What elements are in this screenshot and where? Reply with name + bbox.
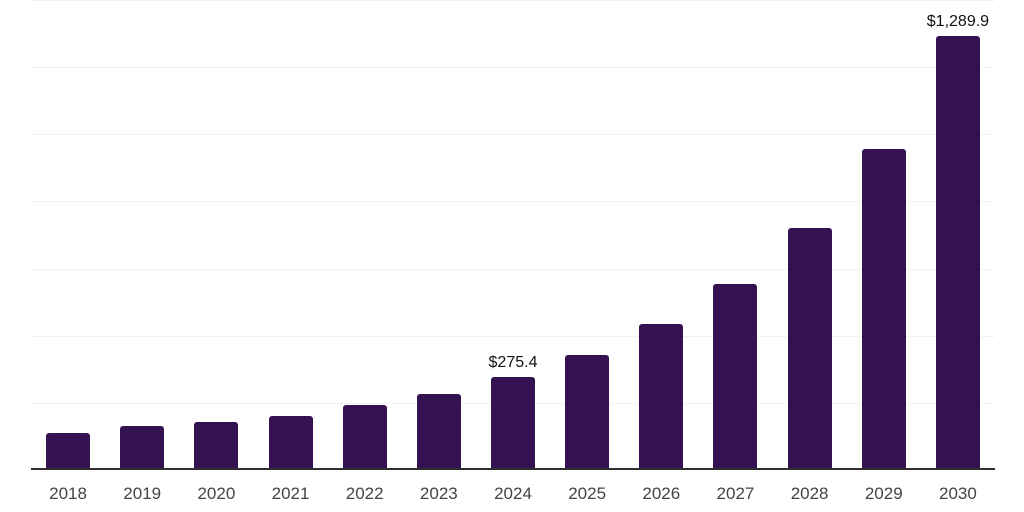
x-tick-label-2030: 2030 bbox=[939, 484, 977, 503]
gridline-1200 bbox=[31, 67, 995, 69]
x-tick-label-2021: 2021 bbox=[271, 484, 310, 503]
bar-2028 bbox=[787, 227, 832, 469]
x-tick-label-2029: 2029 bbox=[864, 484, 903, 503]
bar-value-label-2030: $1,289.9 bbox=[926, 12, 990, 30]
x-axis-line bbox=[31, 468, 995, 470]
bar-2018 bbox=[46, 433, 91, 469]
bar-2029 bbox=[861, 149, 906, 469]
plot-area: $275.4 $1,289.9 bbox=[31, 0, 995, 470]
x-tick-label-2023: 2023 bbox=[419, 484, 458, 503]
gridline-1400 bbox=[31, 0, 995, 1]
bar-2027 bbox=[713, 284, 758, 469]
bar-2024 bbox=[491, 376, 535, 469]
x-tick-label-2028: 2028 bbox=[790, 484, 829, 503]
bar-value-label-2024: $275.4 bbox=[488, 353, 538, 371]
gridline-800 bbox=[31, 201, 995, 203]
x-tick-label-2018: 2018 bbox=[49, 484, 87, 503]
bar-2019 bbox=[120, 426, 165, 469]
x-tick-label-2020: 2020 bbox=[197, 484, 236, 503]
bar-2020 bbox=[194, 422, 239, 469]
bar-2025 bbox=[565, 354, 610, 469]
gridline-600 bbox=[31, 268, 995, 270]
bar-2026 bbox=[639, 323, 684, 469]
bar-2021 bbox=[268, 415, 313, 469]
bar-2022 bbox=[342, 404, 387, 469]
gridline-1000 bbox=[31, 134, 995, 136]
x-tick-label-2024: 2024 bbox=[494, 484, 532, 503]
x-tick-label-2026: 2026 bbox=[642, 484, 681, 503]
x-tick-label-2027: 2027 bbox=[716, 484, 755, 503]
bar-2030 bbox=[935, 35, 980, 469]
x-tick-label-2025: 2025 bbox=[568, 484, 607, 503]
bar-2023 bbox=[416, 394, 461, 469]
x-tick-label-2022: 2022 bbox=[345, 484, 384, 503]
gridline-400 bbox=[31, 335, 995, 337]
x-tick-label-2019: 2019 bbox=[123, 484, 162, 503]
